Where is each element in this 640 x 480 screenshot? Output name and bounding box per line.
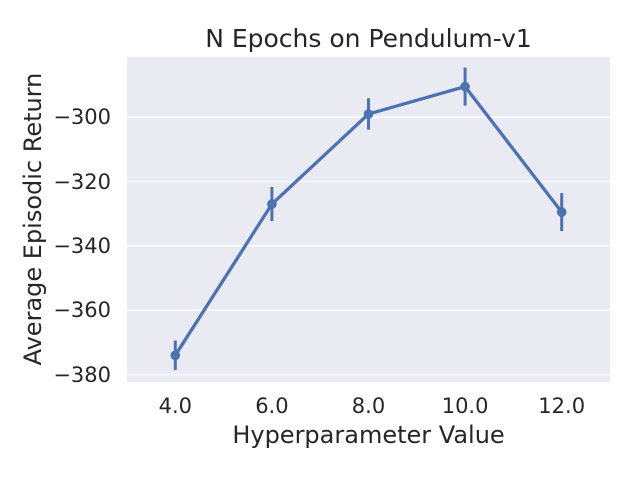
x-tick-label: 10.0 [441,394,489,418]
data-point-marker [363,109,374,119]
data-point-marker [460,81,470,92]
y-tick-label: −360 [53,298,111,323]
data-point-marker [267,199,277,209]
data-point-marker [170,350,181,361]
x-axis-label: Hyperparameter Value [232,421,505,449]
y-tick-label: −340 [53,233,111,258]
x-tick-label: 8.0 [351,394,386,418]
x-tick-label: 6.0 [255,394,289,418]
y-axis-label: Average Episodic Return [18,72,47,366]
y-tick-label: −300 [53,105,111,130]
y-tick-label: −320 [53,169,111,194]
x-tick-label: 4.0 [158,394,192,418]
x-tick-label: 12.0 [538,394,586,418]
chart-title: N Epochs on Pendulum-v1 [205,24,532,53]
y-tick-label: −380 [53,362,111,387]
plot-area [127,57,610,382]
data-point-marker [556,207,567,217]
